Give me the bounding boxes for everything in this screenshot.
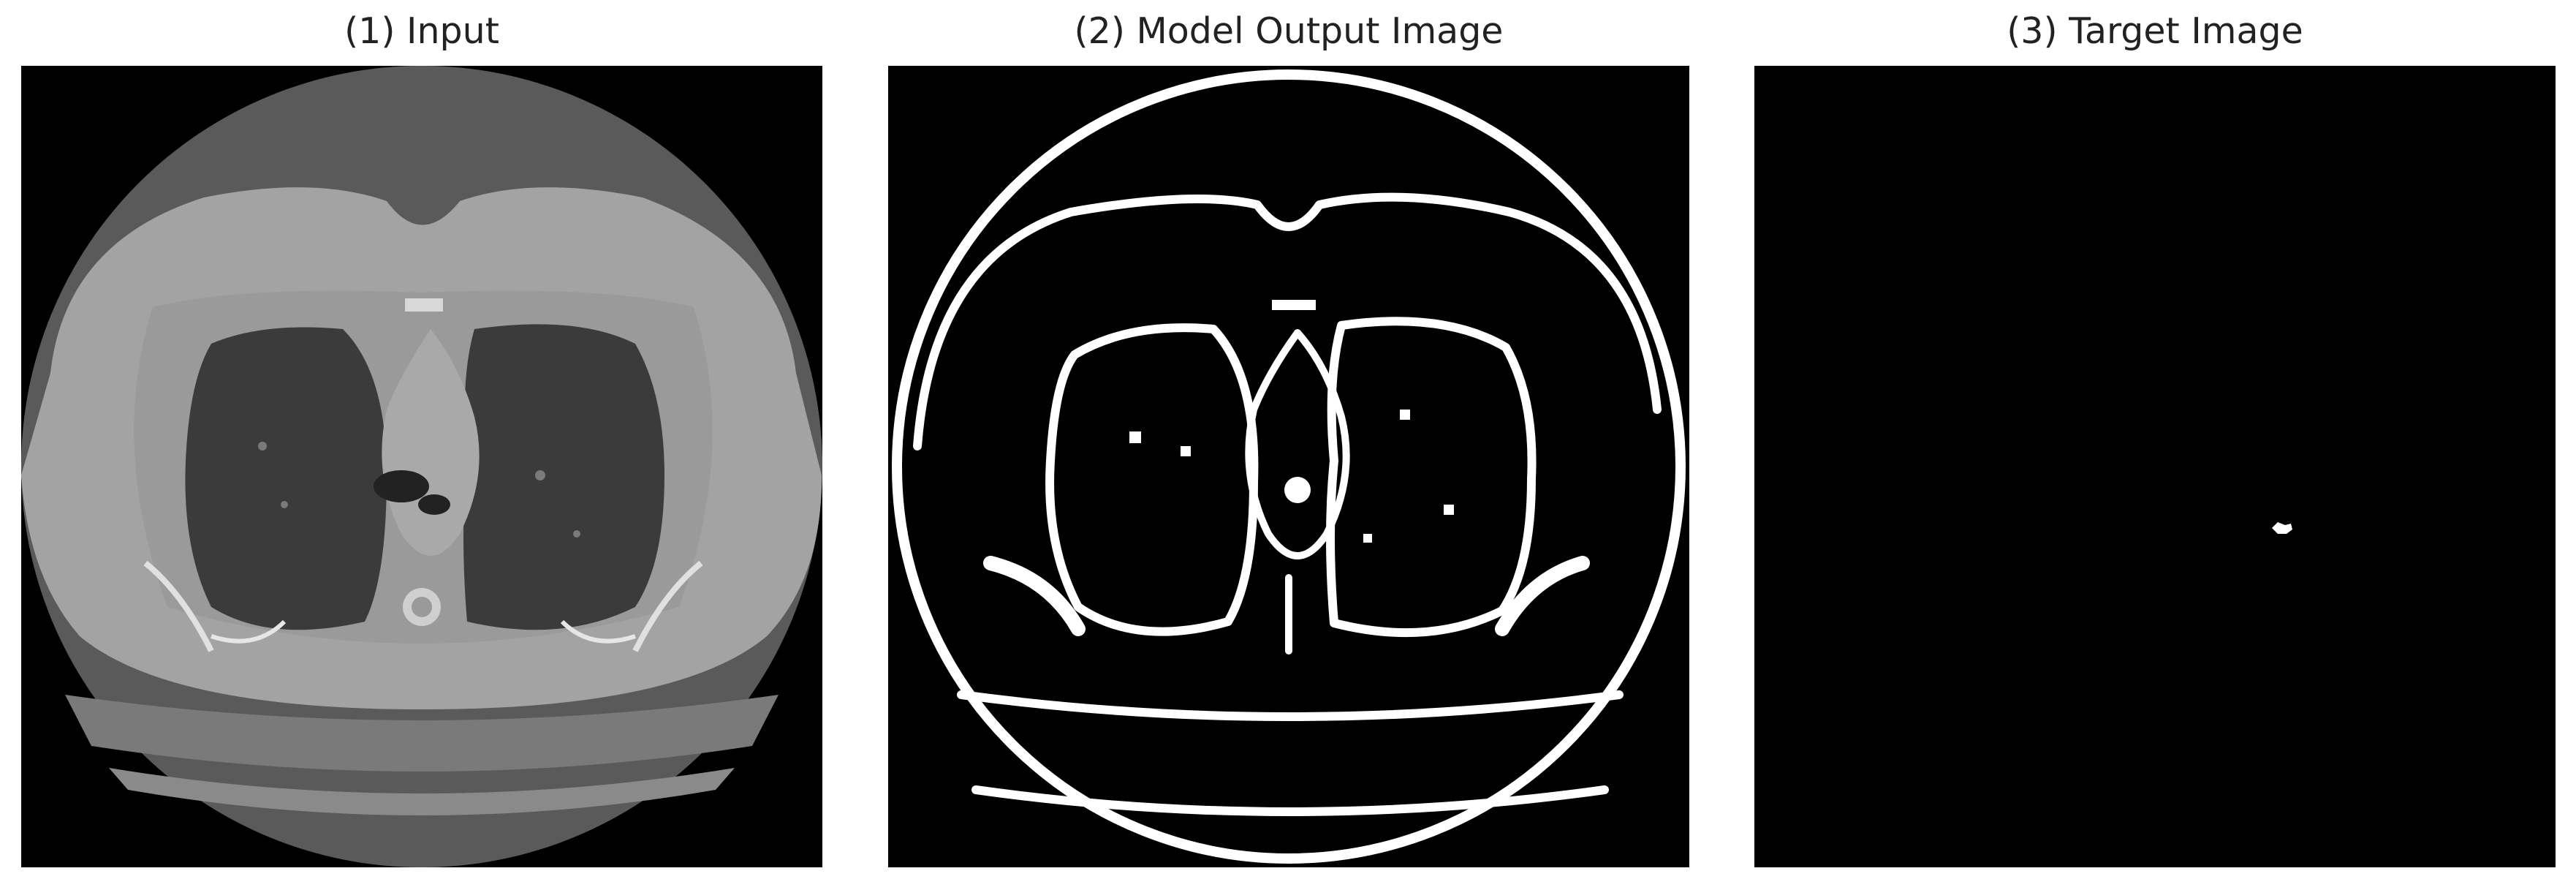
panel-title-target: (3) Target Image [2007,10,2303,52]
panel-title-model-output: (2) Model Output Image [1074,10,1504,52]
model-output-image [888,66,1689,867]
panel-title-input: (1) Input [344,10,499,52]
input-image [21,66,822,867]
target-image [1754,66,2556,867]
